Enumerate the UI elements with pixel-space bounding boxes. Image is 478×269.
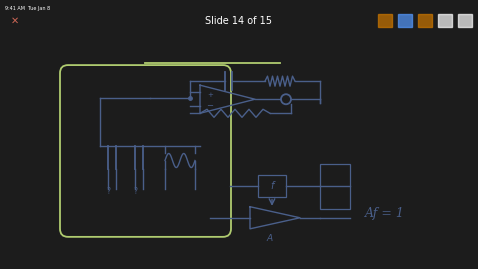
Text: +: + <box>207 92 213 98</box>
Text: ?: ? <box>133 187 137 196</box>
Bar <box>398 15 412 27</box>
Text: A: A <box>267 234 273 243</box>
Text: ?: ? <box>106 187 110 196</box>
Bar <box>378 15 392 27</box>
Bar <box>438 15 452 27</box>
Text: Slide 14 of 15: Slide 14 of 15 <box>206 16 272 26</box>
Bar <box>458 15 472 27</box>
Text: f: f <box>271 180 274 191</box>
Text: −: − <box>206 101 214 110</box>
Bar <box>418 15 432 27</box>
Text: 9:41 AM  Tue Jan 8: 9:41 AM Tue Jan 8 <box>5 6 50 11</box>
Text: Af = 1: Af = 1 <box>365 207 405 220</box>
Text: ✕: ✕ <box>11 16 19 26</box>
